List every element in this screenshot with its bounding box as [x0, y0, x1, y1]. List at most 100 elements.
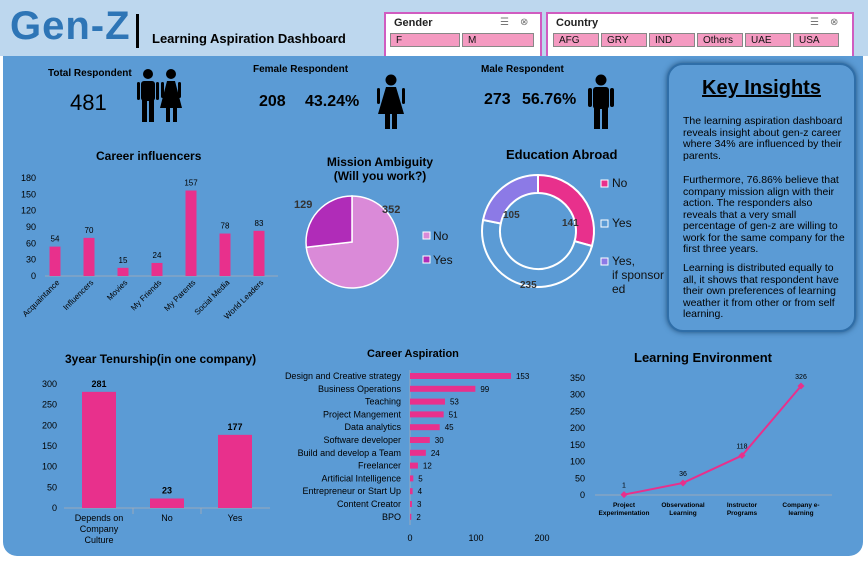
y-tick-label: Content Creator [337, 499, 401, 509]
female-respondent-label: Female Respondent [253, 64, 349, 75]
data-label: 352 [382, 204, 400, 216]
data-label: 129 [294, 199, 312, 211]
female-icon [377, 74, 405, 129]
donut-slice [481, 218, 594, 288]
slicer-chip-uae[interactable]: UAE [745, 33, 791, 47]
chart-title-career-influencers: Career influencers [96, 149, 202, 163]
y-tick-label: 150 [570, 440, 585, 450]
legend-swatch [600, 219, 609, 228]
chart-title-career-aspiration: Career Aspiration [367, 348, 459, 360]
data-label: 4 [418, 487, 423, 496]
clear-filter-icon[interactable]: ⊗ [830, 17, 839, 28]
insight-paragraph: The learning aspiration dashboard reveal… [683, 115, 843, 162]
bar [151, 262, 163, 276]
data-label: 1 [622, 483, 626, 490]
data-label: 118 [736, 444, 747, 451]
legend-label: No [433, 229, 449, 243]
y-tick-label: BPO [382, 512, 401, 522]
x-tick-label: 0 [407, 533, 412, 543]
data-label: 30 [435, 436, 444, 445]
data-label: 99 [480, 385, 489, 394]
bar [253, 230, 265, 276]
data-label: 153 [516, 372, 530, 381]
chart-title-learning-environment: Learning Environment [634, 350, 772, 365]
data-label: 51 [449, 410, 458, 419]
bar [410, 475, 414, 482]
y-tick-label: Entrepreneur or Start Up [302, 486, 401, 496]
data-point [620, 491, 628, 499]
y-tick-label: 300 [570, 390, 585, 400]
male-respondent-label: Male Respondent [481, 64, 564, 75]
multi-select-icon[interactable]: ☰ [500, 17, 509, 28]
slicer-chip-usa[interactable]: USA [793, 33, 839, 47]
logo-divider [136, 14, 139, 48]
x-tick-label: Movies [105, 278, 129, 302]
data-label: 141 [562, 218, 579, 229]
y-tick-label: 60 [26, 238, 36, 248]
total-respondent-label: Total Respondent [48, 68, 132, 79]
data-label: 24 [431, 449, 440, 458]
mission-ambiguity-chart: 352 129 No Yes [294, 195, 453, 289]
insight-paragraph: Learning is distributed equally to all, … [683, 262, 839, 320]
data-label: 12 [423, 462, 432, 471]
data-label: 3 [417, 500, 422, 509]
slicer-chip-gry[interactable]: GRY [601, 33, 647, 47]
x-tick-label: 100 [468, 533, 483, 543]
x-tick-label: Company e- [782, 502, 819, 509]
slicer-chip-f[interactable]: F [390, 33, 460, 47]
data-label: 177 [227, 422, 242, 432]
slicer-chip-ind[interactable]: IND [649, 33, 695, 47]
y-tick-label: 300 [42, 379, 57, 389]
legend-swatch [422, 255, 431, 264]
y-tick-label: 100 [42, 462, 57, 472]
country-slicer: Country ☰ ⊗ AFG GRY IND Others UAE USA [546, 12, 854, 58]
y-tick-label: 150 [21, 189, 36, 199]
x-tick-label: Observational [661, 502, 705, 509]
data-label: 23 [162, 485, 172, 495]
bar [150, 498, 184, 508]
insight-paragraph: Furthermore, 76.86% believe that company… [683, 174, 845, 255]
y-tick-label: 250 [570, 406, 585, 416]
y-tick-label: Design and Creative strategy [285, 371, 402, 381]
multi-select-icon[interactable]: ☰ [810, 17, 819, 28]
bar [410, 398, 445, 405]
y-tick-label: 50 [575, 473, 585, 483]
chart-title-mission-ambiguity: Mission Ambiguity [326, 155, 434, 169]
bar [410, 437, 430, 443]
bar [185, 190, 197, 276]
learning-environment-chart: 0 50 100 150 200 250 300 350 1 ProjectExperimenta… [570, 373, 832, 517]
series-line [623, 385, 802, 496]
slicer-chip-m[interactable]: M [462, 33, 534, 47]
donut-slice [537, 173, 595, 248]
bar [410, 513, 412, 520]
x-tick-label: Instructor [727, 502, 758, 509]
y-tick-label: 200 [42, 420, 57, 430]
key-insights-title: Key Insights [702, 77, 821, 99]
key-insights-panel: Key Insights The learning aspiration das… [667, 63, 856, 332]
slicer-chip-afg[interactable]: AFG [553, 33, 599, 47]
y-tick-label: Data analytics [344, 422, 401, 432]
x-tick-label: learning [788, 510, 813, 517]
gender-slicer: Gender ☰ ⊗ F M [384, 12, 542, 58]
x-tick-label: Yes [228, 513, 243, 523]
data-point [797, 382, 805, 390]
bar [219, 233, 231, 276]
legend-label: Yes [433, 253, 453, 267]
bar [410, 424, 440, 431]
slicer-chip-others[interactable]: Others [697, 33, 743, 47]
x-tick-label: Learning [669, 510, 696, 517]
data-label: 78 [221, 222, 230, 231]
male-respondent-percent: 56.76% [522, 91, 577, 108]
y-tick-label: Project Mangement [323, 409, 402, 419]
x-tick-label: Company [80, 524, 119, 534]
x-tick-label: 200 [534, 533, 549, 543]
y-tick-label: Build and develop a Team [298, 448, 401, 458]
y-tick-label: 200 [570, 423, 585, 433]
bar [82, 391, 116, 508]
x-tick-label: Programs [727, 510, 758, 517]
clear-filter-icon[interactable]: ⊗ [520, 17, 529, 28]
y-tick-label: Business Operations [318, 384, 402, 394]
x-tick-label: Depends on [75, 513, 124, 523]
bar [410, 385, 476, 392]
x-tick-label: My Parents [162, 278, 197, 313]
